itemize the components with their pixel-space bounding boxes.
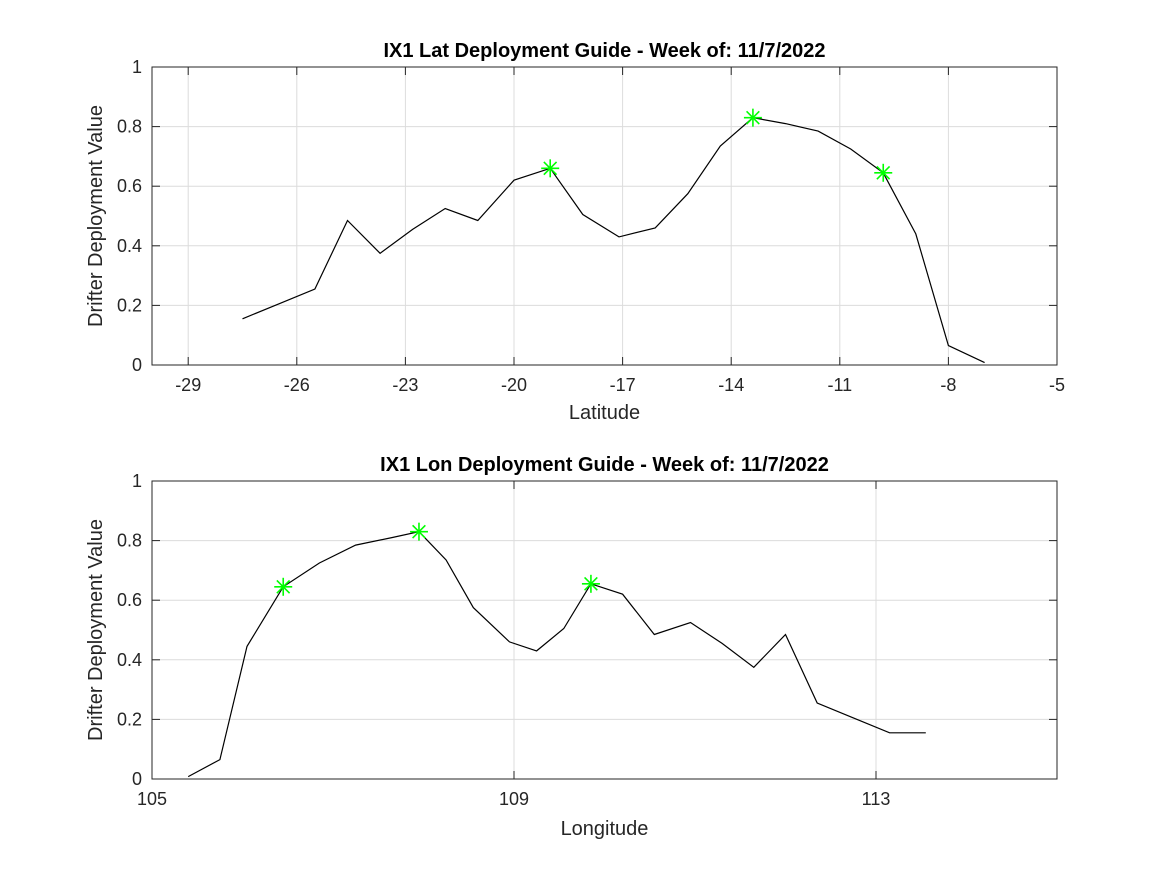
lon-chart-title: IX1 Lon Deployment Guide - Week of: 11/7…: [380, 454, 829, 476]
lon-peak-marker: [409, 522, 428, 541]
lat-series: [242, 117, 985, 364]
lon-y-axis-label: Drifter Deployment Value: [85, 519, 107, 741]
lon-y-tick-label: 0.4: [117, 650, 142, 670]
lon-x-tick-label: 105: [137, 789, 167, 809]
lon-deployment-chart: 105 109 113 0 0.2 0.4 0.6 0.8 1 IX1 Lon Deployme…: [85, 454, 1058, 840]
lat-y-tick-label: 1: [132, 57, 142, 77]
lat-y-tick-label: 0.8: [117, 117, 142, 137]
lat-x-tick-label: -29: [175, 375, 201, 395]
lat-peak-marker: [743, 108, 762, 127]
lat-x-tick-label: -11: [827, 375, 852, 395]
lon-x-tick-label: 109: [499, 789, 529, 809]
lon-peak-marker: [581, 574, 600, 593]
lat-x-axis-label: Latitude: [569, 402, 640, 424]
lat-chart-title: IX1 Lat Deployment Guide - Week of: 11/7…: [383, 40, 825, 62]
lat-x-tick-label: -26: [284, 375, 310, 395]
lon-ticks: 105 109 113 0 0.2 0.4 0.6 0.8 1: [117, 471, 1057, 809]
lon-y-tick-label: 0.6: [117, 590, 142, 610]
lat-x-tick-label: -5: [1049, 375, 1065, 395]
lat-series-line: [242, 117, 985, 364]
lon-peak-marker: [274, 577, 293, 596]
lat-plot-area: [151, 66, 1058, 366]
lat-x-tick-label: -8: [940, 375, 956, 395]
lon-series-line: [187, 531, 926, 778]
lon-y-tick-label: 0.2: [117, 709, 142, 729]
lat-y-tick-label: 0.4: [117, 236, 142, 256]
lat-grid: [152, 67, 1057, 365]
lat-y-axis-label: Drifter Deployment Value: [85, 105, 107, 327]
lat-y-tick-label: 0.6: [117, 176, 142, 196]
lat-y-tick-label: 0: [132, 355, 142, 375]
lat-peak-marker: [541, 159, 560, 178]
lat-y-tick-label: 0.2: [117, 295, 142, 315]
lon-y-tick-label: 1: [132, 471, 142, 491]
lon-markers: [274, 522, 600, 596]
lon-plot-area: [151, 480, 1058, 780]
lon-y-tick-label: 0.8: [117, 531, 142, 551]
lon-x-axis-label: Longitude: [561, 818, 649, 840]
lat-markers: [541, 108, 893, 182]
lat-x-tick-label: -17: [610, 375, 636, 395]
lon-y-tick-label: 0: [132, 769, 142, 789]
lat-x-tick-label: -20: [501, 375, 527, 395]
lat-x-tick-label: -14: [718, 375, 744, 395]
lat-peak-marker: [874, 163, 893, 182]
lat-ticks: -29 -26 -23 -20 -17 -14 -11 -8 -5 0 0.2 0.4 0.6 0.8 1: [117, 57, 1065, 395]
lon-grid: [152, 481, 1057, 779]
lon-x-tick-label: 113: [862, 789, 891, 809]
lat-deployment-chart: -29 -26 -23 -20 -17 -14 -11 -8 -500.20.40.60.81 …: [85, 40, 1065, 424]
lon-series: [187, 531, 926, 778]
lat-x-tick-label: -23: [392, 375, 418, 395]
